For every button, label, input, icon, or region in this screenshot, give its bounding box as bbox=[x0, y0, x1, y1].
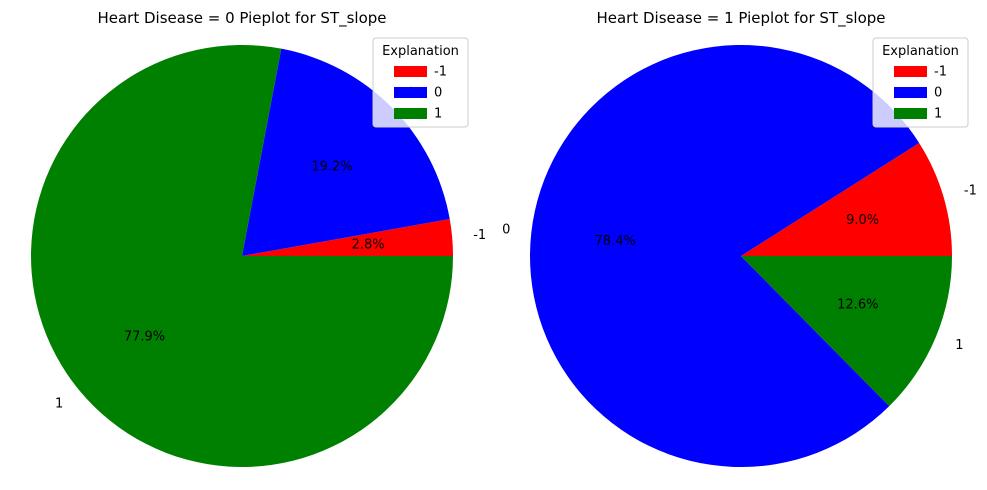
pie-chart-heart-disease-0: Heart Disease = 0 Pieplot for ST_slope 2… bbox=[31, 9, 486, 467]
pct-label: 19.2% bbox=[311, 160, 352, 175]
pct-label: 77.9% bbox=[124, 329, 165, 344]
legend-swatch bbox=[894, 108, 927, 119]
legend-entry-label: 0 bbox=[934, 86, 942, 101]
legend-frame bbox=[872, 37, 969, 128]
legend-swatch bbox=[394, 108, 427, 119]
pie-slices: 9.0% -1 78.4% 0 12.6% 1 bbox=[502, 44, 977, 467]
pie-slice-1 bbox=[741, 256, 952, 407]
category-label: -1 bbox=[964, 184, 977, 199]
pct-label: 9.0% bbox=[846, 213, 879, 228]
legend: Explanation -1 0 1 bbox=[872, 37, 969, 128]
pct-label: 2.8% bbox=[352, 237, 385, 252]
legend-entry-label: -1 bbox=[934, 65, 947, 80]
pie-slice-minus-1 bbox=[242, 219, 453, 256]
legend-swatch bbox=[394, 87, 427, 98]
legend-frame bbox=[372, 37, 469, 128]
category-label: 0 bbox=[502, 222, 510, 237]
legend-swatch bbox=[894, 66, 927, 77]
chart-title: Heart Disease = 0 Pieplot for ST_slope bbox=[97, 9, 386, 28]
legend-swatch bbox=[894, 87, 927, 98]
legend-entry-label: -1 bbox=[434, 65, 447, 80]
legend: Explanation -1 0 1 bbox=[372, 37, 469, 128]
chart-title: Heart Disease = 1 Pieplot for ST_slope bbox=[596, 9, 885, 28]
category-label: -1 bbox=[473, 228, 486, 243]
pie-slices: 2.8% -1 19.2% 0 77.9% 1 bbox=[31, 44, 486, 467]
pie-slice-1 bbox=[31, 44, 453, 467]
category-label: 1 bbox=[55, 397, 63, 412]
legend-entry-label: 1 bbox=[934, 107, 942, 122]
pie-slice-minus-1 bbox=[741, 142, 952, 256]
legend-entry-label: 0 bbox=[434, 86, 442, 101]
pct-label: 78.4% bbox=[595, 234, 636, 249]
pie-slice-0 bbox=[529, 44, 920, 467]
legend-swatch bbox=[394, 66, 427, 77]
pie-chart-heart-disease-1: Heart Disease = 1 Pieplot for ST_slope 9… bbox=[502, 9, 977, 467]
pie-slice-0 bbox=[242, 48, 450, 257]
legend-title: Explanation bbox=[882, 44, 959, 59]
legend-entry-label: 1 bbox=[434, 107, 442, 122]
legend-title: Explanation bbox=[382, 44, 459, 59]
category-label: 1 bbox=[955, 338, 963, 353]
pct-label: 12.6% bbox=[837, 297, 878, 312]
